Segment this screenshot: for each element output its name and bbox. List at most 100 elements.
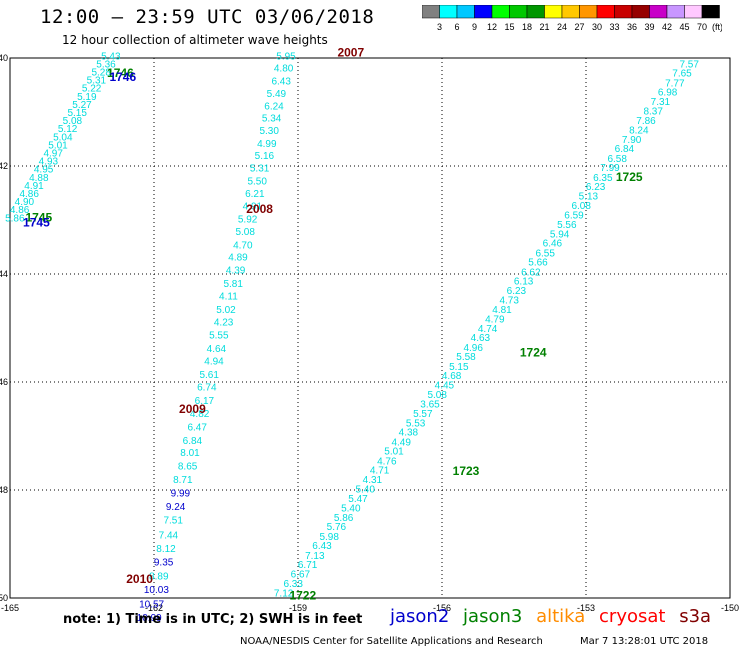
swh-point-jason3: 6.23 bbox=[507, 286, 527, 297]
swh-point-jason3: 7.77 bbox=[665, 78, 685, 89]
swh-point-jason3: 6.46 bbox=[543, 239, 563, 250]
swh-point-westmost: 5.01 bbox=[48, 140, 68, 151]
swh-point-jason3: 4.49 bbox=[391, 437, 411, 448]
swh-point-jason3: 7.57 bbox=[679, 59, 699, 70]
swh-point-s3a: 8.89 bbox=[149, 571, 169, 582]
swh-point-westmost: 5.12 bbox=[58, 124, 78, 135]
swh-point-s3a: 5.31 bbox=[250, 164, 270, 175]
swh-point-s3a: 5.50 bbox=[247, 177, 267, 188]
swh-point-jason3: 5.56 bbox=[557, 220, 577, 231]
time-label-s3a: 2007 bbox=[337, 46, 364, 60]
swh-point-jason3: 7.31 bbox=[651, 97, 671, 108]
swh-point-westmost: 5.31 bbox=[87, 76, 107, 87]
time-label-s3a: 2009 bbox=[179, 402, 206, 416]
swh-point-jason3: 7.90 bbox=[622, 135, 642, 146]
swh-point-jason3: 4.74 bbox=[478, 324, 498, 335]
colorbar-label: 36 bbox=[627, 22, 637, 32]
colorbar-label: 6 bbox=[454, 22, 459, 32]
swh-point-jason3: 4.79 bbox=[485, 314, 505, 325]
lat-tick-label: -50 bbox=[0, 593, 8, 603]
swh-point-s3a: 6.47 bbox=[187, 422, 207, 433]
swh-point-westmost: 5.27 bbox=[72, 100, 92, 111]
swh-point-s3a: 4.39 bbox=[226, 266, 246, 277]
swh-point-jason3: 7.12 bbox=[274, 589, 294, 600]
swh-point-s3a: 5.08 bbox=[235, 227, 255, 238]
colorbar-label: 21 bbox=[539, 22, 549, 32]
legend-cryosat: cryosat bbox=[599, 606, 666, 627]
lat-tick-label: -42 bbox=[0, 161, 8, 171]
swh-point-s3a: 10.03 bbox=[144, 585, 169, 596]
swh-point-s3a: 4.89 bbox=[228, 253, 248, 264]
swh-point-s3a: 10.99 bbox=[137, 613, 162, 624]
swh-point-s3a: 5.95 bbox=[276, 51, 296, 62]
swh-point-s3a: 8.71 bbox=[173, 475, 193, 486]
swh-point-jason3: 5.94 bbox=[550, 230, 570, 241]
swh-point-s3a: 4.70 bbox=[233, 240, 253, 251]
colorbar-label: 12 bbox=[487, 22, 497, 32]
swh-point-jason3: 8.37 bbox=[643, 106, 663, 117]
time-label-westmost: 1746 bbox=[109, 70, 136, 84]
swh-point-s3a: 4.80 bbox=[274, 64, 294, 75]
swh-point-jason3: 6.23 bbox=[586, 182, 606, 193]
swh-point-jason3: 7.86 bbox=[636, 116, 656, 127]
swh-point-jason3: 8.24 bbox=[629, 125, 649, 136]
colorbar-label: 45 bbox=[679, 22, 689, 32]
swh-point-s3a: 4.91 bbox=[243, 201, 263, 212]
colorbar-label: 70 bbox=[697, 22, 707, 32]
swh-point-jason3: 5.98 bbox=[319, 532, 339, 543]
swh-point-s3a: 5.55 bbox=[209, 330, 229, 341]
credit-timestamp: Mar 7 13:28:01 UTC 2018 bbox=[580, 636, 709, 647]
swh-point-jason3: 5.57 bbox=[413, 409, 433, 420]
swh-point-jason3: 6.43 bbox=[312, 541, 332, 552]
swh-point-westmost: 4.93 bbox=[39, 157, 59, 168]
swh-point-s3a: 4.11 bbox=[219, 292, 238, 303]
time-label-jason3: 1725 bbox=[616, 170, 643, 184]
swh-point-jason3: 5.40 bbox=[341, 503, 361, 514]
swh-point-westmost: 4.86 bbox=[19, 189, 39, 200]
legend-jason2: jason2 bbox=[390, 606, 450, 627]
lon-tick-label: -156 bbox=[433, 603, 451, 613]
colorbar-label: 30 bbox=[592, 22, 602, 32]
swh-point-s3a: 9.24 bbox=[166, 502, 186, 513]
map-frame bbox=[9, 57, 731, 599]
swh-point-s3a: 6.24 bbox=[264, 102, 284, 113]
swh-point-jason3: 5.13 bbox=[579, 192, 599, 203]
swh-point-s3a: 6.21 bbox=[245, 189, 265, 200]
swh-point-jason3: 6.98 bbox=[658, 87, 678, 98]
swh-point-s3a: 4.64 bbox=[207, 344, 227, 355]
legend-altika: altika bbox=[536, 606, 586, 627]
swh-point-s3a: 9.99 bbox=[171, 489, 191, 500]
swh-point-s3a: 4.94 bbox=[204, 356, 224, 367]
swh-point-jason3: 5.40 bbox=[355, 484, 375, 495]
swh-point-jason3: 4.38 bbox=[399, 428, 419, 439]
note-text: note: 1) Time is in UTC; 2) SWH is in fe… bbox=[63, 612, 363, 627]
swh-point-westmost: 4.90 bbox=[15, 197, 35, 208]
swh-point-s3a: 5.34 bbox=[262, 113, 282, 124]
swh-point-jason3: 4.31 bbox=[363, 475, 383, 486]
swh-point-jason3: 6.71 bbox=[298, 560, 318, 571]
colorbar-label: 18 bbox=[522, 22, 532, 32]
swh-point-s3a: 8.01 bbox=[180, 448, 200, 459]
swh-point-s3a: 5.92 bbox=[238, 214, 258, 225]
colorbar-label: 33 bbox=[609, 22, 619, 32]
swh-colorbar: 3 6 9 12 15 18 21 24 27 30 33 36 39 42 45 70 (ft) bbox=[422, 5, 722, 32]
lat-tick-label: -40 bbox=[0, 53, 8, 63]
swh-point-jason3: 4.81 bbox=[492, 305, 512, 316]
swh-point-s3a: 5.30 bbox=[259, 126, 279, 137]
swh-point-s3a: 6.43 bbox=[271, 77, 291, 88]
colorbar-unit: (ft) bbox=[712, 22, 722, 32]
swh-point-westmost: 4.86 bbox=[10, 205, 30, 216]
swh-point-jason3: 4.96 bbox=[463, 343, 483, 354]
swh-point-jason3: 4.76 bbox=[377, 456, 397, 467]
swh-point-s3a: 8.12 bbox=[156, 544, 176, 555]
time-label-s3a: 2010 bbox=[126, 572, 153, 586]
swh-point-jason3: 6.67 bbox=[291, 570, 311, 581]
swh-point-jason3: 7.65 bbox=[672, 69, 692, 80]
swh-point-s3a: 6.17 bbox=[195, 396, 215, 407]
credit-text: NOAA/NESDIS Center for Satellite Applica… bbox=[240, 636, 543, 647]
colorbar-label: 42 bbox=[662, 22, 672, 32]
swh-point-westmost: 4.97 bbox=[43, 149, 63, 160]
swh-point-jason3: 5.66 bbox=[528, 258, 548, 269]
swh-point-westmost: 5.43 bbox=[101, 51, 121, 62]
satellite-legend: jason2 jason3 altika cryosat s3a bbox=[390, 606, 719, 627]
